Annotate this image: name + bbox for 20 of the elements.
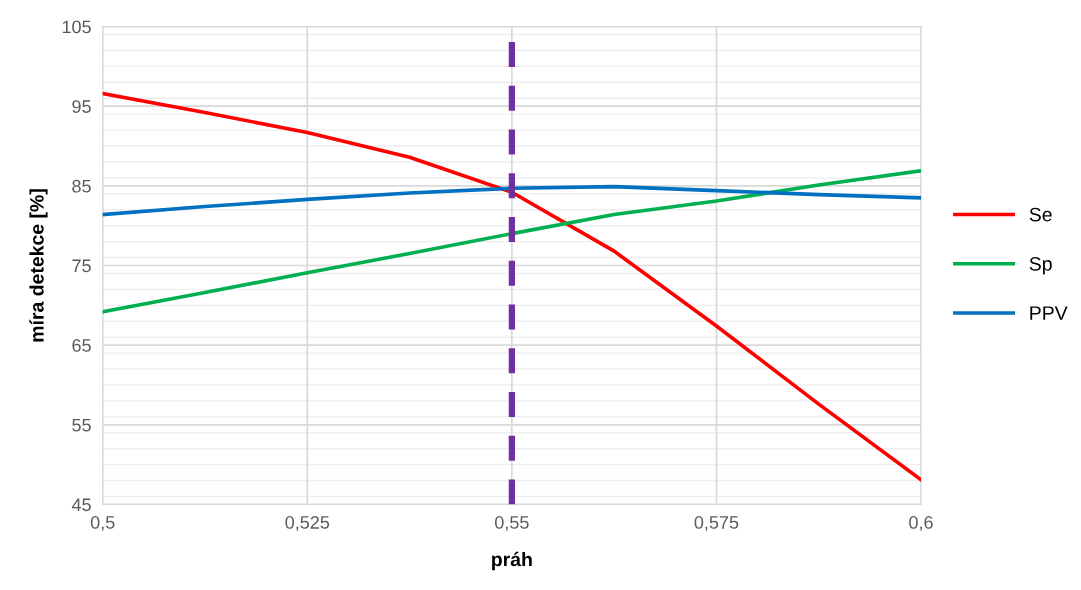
- y-tick-label: 95: [72, 100, 91, 113]
- line-series: [102, 184, 922, 217]
- y-tick-label: 45: [71, 498, 91, 512]
- legend-label: Sp: [1029, 256, 1052, 275]
- line-series: [102, 168, 922, 314]
- x-tick-label: 0,6: [909, 516, 933, 531]
- y-axis-title: míra detekce [%]: [29, 189, 48, 342]
- legend-label: PPV: [1030, 306, 1068, 320]
- line-series: [102, 91, 922, 482]
- y-tick-label: 75: [72, 259, 91, 273]
- x-tick-label: 0,525: [285, 516, 330, 531]
- x-axis-title: práh: [492, 551, 532, 571]
- x-tick-label: 0,5: [90, 516, 115, 531]
- x-tick-label: 0,55: [494, 516, 529, 531]
- y-tick-label: 105: [62, 20, 91, 34]
- y-tick-label: 85: [72, 179, 91, 193]
- legend-label: Se: [1029, 207, 1052, 222]
- y-tick-label: 65: [72, 339, 91, 352]
- y-tick-label: 55: [72, 418, 91, 432]
- x-tick-label: 0,575: [694, 516, 739, 531]
